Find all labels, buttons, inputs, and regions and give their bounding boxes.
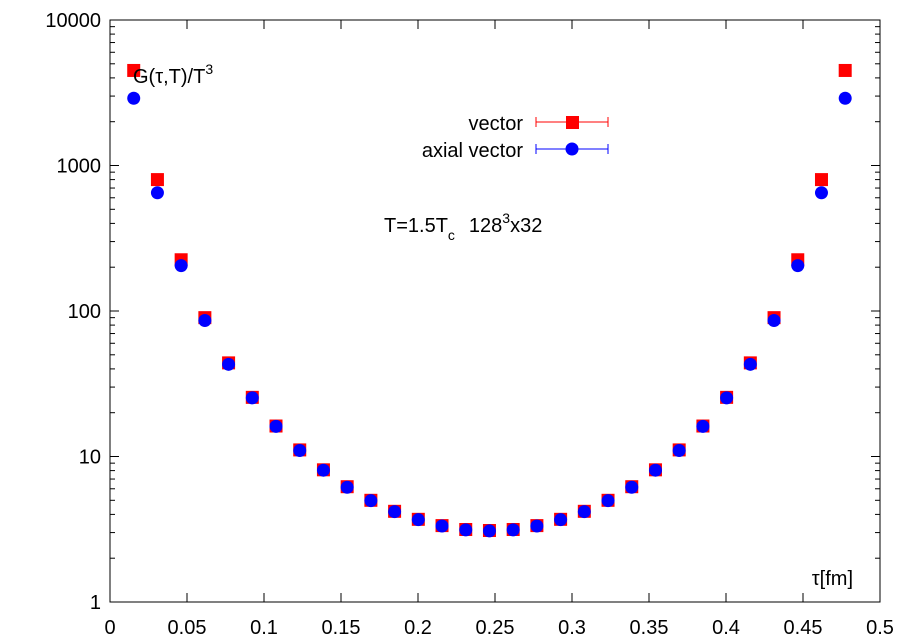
legend-marker-vector	[535, 116, 609, 129]
y-tick-label: 100	[68, 301, 101, 323]
y-axis-label-main: G(τ,T)/T	[133, 66, 205, 88]
x-tick-label: 0.4	[712, 617, 740, 639]
x-tick-label: 0.35	[630, 617, 669, 639]
point-axial-vector	[506, 523, 520, 537]
point-vector	[127, 63, 141, 77]
annotation-lattice-rest: x32	[510, 215, 542, 237]
annotation-temp-sub: c	[448, 227, 455, 243]
x-tick-label: 0.45	[784, 617, 823, 639]
x-tick-label: 0.1	[250, 617, 278, 639]
point-axial-vector	[222, 357, 236, 371]
point-axial-vector	[198, 314, 212, 328]
point-axial-vector	[411, 513, 425, 527]
series-axial-vector	[127, 91, 852, 538]
point-axial-vector	[316, 463, 330, 477]
point-axial-vector	[720, 391, 734, 405]
data-points	[127, 63, 852, 538]
point-axial-vector	[648, 463, 662, 477]
y-tick-label: 10	[79, 447, 101, 469]
point-axial-vector	[696, 419, 710, 433]
point-axial-vector	[127, 91, 141, 105]
annotation-lattice-sup: 3	[502, 210, 510, 226]
point-axial-vector	[601, 494, 615, 508]
legend: vector axial vector	[422, 113, 609, 162]
point-axial-vector	[530, 519, 544, 533]
point-axial-vector	[150, 186, 164, 200]
point-axial-vector	[767, 314, 781, 328]
point-vector	[150, 173, 164, 187]
chart-annotation: T=1.5Tc 1283x32	[384, 210, 542, 243]
y-tick-label: 10000	[45, 10, 101, 32]
point-axial-vector	[482, 524, 496, 538]
point-axial-vector	[388, 505, 402, 519]
point-axial-vector	[435, 519, 449, 533]
legend-label-axial-vector: axial vector	[422, 140, 523, 162]
point-axial-vector	[672, 443, 686, 457]
y-axis-label-sup: 3	[205, 61, 213, 77]
point-axial-vector	[340, 480, 354, 494]
point-axial-vector	[743, 357, 757, 371]
plot-frame	[109, 19, 881, 603]
y-axis-label: G(τ,T)/T3	[133, 61, 213, 88]
point-axial-vector	[554, 513, 568, 527]
point-axial-vector	[814, 186, 828, 200]
point-axial-vector	[269, 419, 283, 433]
x-tick-label: 0.5	[866, 617, 894, 639]
point-axial-vector	[577, 505, 591, 519]
x-tick-label: 0.15	[322, 617, 361, 639]
point-axial-vector	[364, 494, 378, 508]
legend-marker-axial-vector	[535, 142, 609, 156]
point-axial-vector	[293, 443, 307, 457]
point-axial-vector	[791, 259, 805, 273]
point-axial-vector	[625, 480, 639, 494]
point-vector	[814, 173, 828, 187]
x-tick-label: 0.3	[558, 617, 586, 639]
x-tick-label: 0	[104, 617, 115, 639]
point-axial-vector	[245, 391, 259, 405]
x-tick-label: 0.25	[476, 617, 515, 639]
y-tick-label: 1	[90, 592, 101, 614]
y-tick-label: 1000	[57, 156, 102, 178]
point-axial-vector	[174, 259, 188, 273]
annotation-lattice: 128	[469, 215, 502, 237]
axis-ticks: 0 0.05 0.1 0.15 0.2 0.25 0.3 0.35 0.4 0.45 0.5 1 10 1…	[45, 10, 894, 639]
point-axial-vector	[459, 523, 473, 537]
legend-label-vector: vector	[469, 113, 524, 135]
point-axial-vector	[838, 91, 852, 105]
x-axis-label: τ[fm]	[812, 568, 853, 590]
annotation-temp: T=1.5T	[384, 215, 448, 237]
x-tick-label: 0.2	[404, 617, 432, 639]
x-tick-label: 0.05	[168, 617, 207, 639]
axes	[109, 19, 881, 603]
point-vector	[838, 63, 852, 77]
